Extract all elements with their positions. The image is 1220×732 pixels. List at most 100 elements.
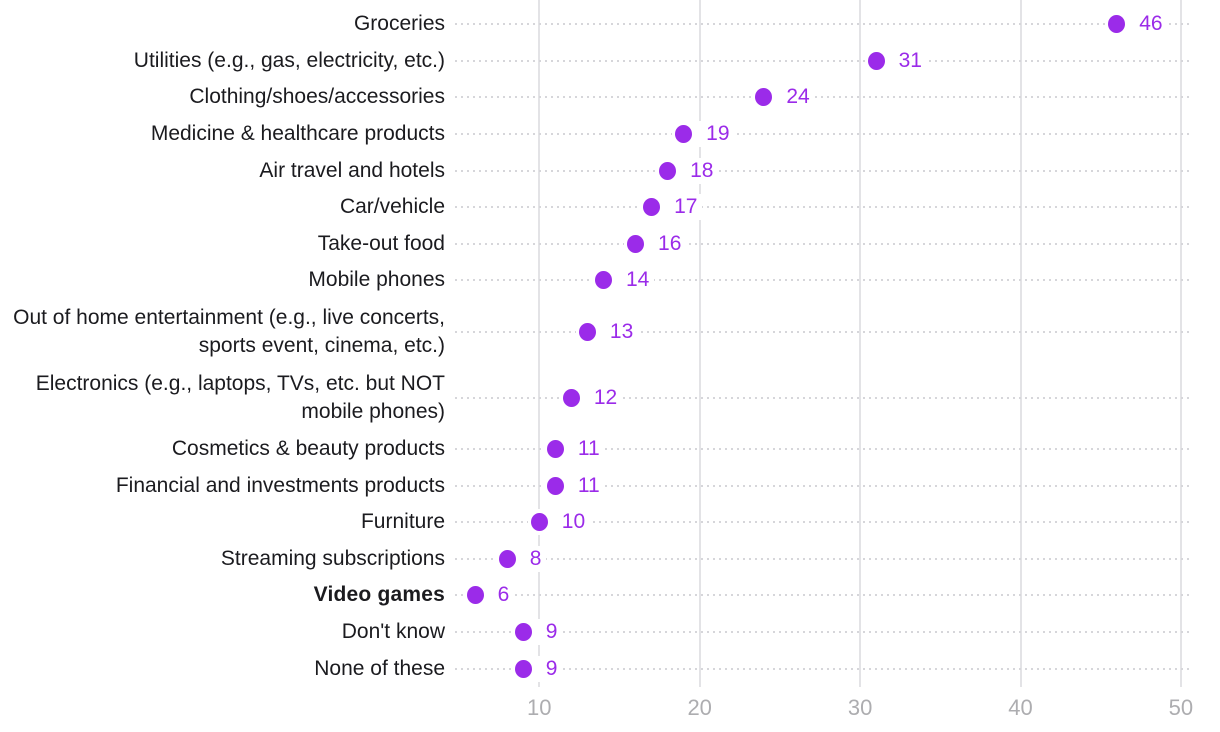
data-point-dot	[546, 476, 564, 495]
plot-cell: 12	[455, 365, 1220, 431]
category-label: Out of home entertainment (e.g., live co…	[13, 305, 445, 357]
leader-line	[455, 59, 1190, 62]
marker-group: 19	[672, 121, 735, 148]
plot-cell: 19	[455, 116, 1220, 153]
leader-line	[455, 133, 1190, 136]
leader-line	[455, 330, 1190, 333]
category-label: None of these	[314, 656, 445, 680]
leader-line	[455, 279, 1190, 282]
data-point-dot	[562, 388, 580, 407]
plot-cell: 17	[455, 189, 1220, 226]
data-point-dot	[578, 322, 596, 341]
category-label: Financial and investments products	[115, 473, 445, 497]
marker-group: 18	[656, 157, 719, 184]
marker-group: 31	[864, 47, 927, 74]
value-label: 8	[529, 546, 542, 570]
data-point-dot	[530, 513, 548, 532]
data-point-dot	[466, 586, 484, 605]
data-point-dot	[675, 125, 693, 144]
data-point-dot	[1108, 15, 1126, 34]
plot-cell: 13	[455, 299, 1220, 365]
chart-row: Medicine & healthcare products 19	[0, 116, 1220, 153]
marker-group: 16	[624, 230, 687, 257]
category-label: Furniture	[360, 510, 445, 534]
x-tick-label: 10	[527, 695, 552, 720]
value-label: 46	[1139, 12, 1163, 36]
plot-cell: 46	[455, 6, 1220, 43]
category-label: Cosmetics & beauty products	[171, 437, 445, 461]
marker-group: 17	[640, 194, 703, 221]
plot-cell: 24	[455, 79, 1220, 116]
category-label: Don't know	[341, 620, 445, 644]
value-label: 24	[786, 85, 810, 109]
plot-cell: 18	[455, 152, 1220, 189]
chart-row: Air travel and hotels 18	[0, 152, 1220, 189]
chart-row: Clothing/shoes/accessories 24	[0, 79, 1220, 116]
category-label: Streaming subscriptions	[220, 546, 445, 570]
value-label: 14	[625, 268, 650, 292]
marker-group: 8	[495, 545, 547, 572]
marker-group: 46	[1105, 11, 1168, 38]
chart-row: Video games 6	[0, 577, 1220, 614]
category-label: Clothing/shoes/accessories	[189, 85, 445, 109]
x-tick-label: 20	[687, 695, 712, 720]
x-tick-label: 40	[1008, 695, 1033, 720]
value-label: 11	[577, 437, 600, 461]
marker-group: 11	[543, 436, 605, 463]
marker-group: 12	[559, 384, 623, 411]
leader-line	[455, 242, 1190, 245]
leader-line	[455, 23, 1190, 26]
value-label: 18	[690, 158, 714, 182]
marker-group: 11	[543, 472, 605, 499]
plot-cell: 9	[455, 650, 1220, 687]
leader-line	[455, 169, 1190, 172]
leader-line	[455, 484, 1190, 487]
category-label: Car/vehicle	[339, 195, 445, 219]
plot-cell: 9	[455, 614, 1220, 651]
category-label: Air travel and hotels	[259, 158, 445, 182]
value-label: 11	[577, 473, 600, 497]
data-point-dot	[498, 549, 516, 568]
x-axis: 10 20 30 40 50	[455, 687, 1220, 732]
plot-cell: 11	[455, 431, 1220, 468]
plot-cell: 10	[455, 504, 1220, 541]
category-label: Electronics (e.g., laptops, TVs, etc. bu…	[35, 371, 445, 423]
leader-line	[455, 631, 1190, 634]
value-label: 12	[593, 385, 618, 409]
value-label: 10	[561, 510, 586, 534]
value-label: 6	[497, 583, 510, 607]
chart-row: Groceries 46	[0, 6, 1220, 43]
plot-rows: Groceries 46 Utilities (e.g., gas, electri…	[0, 6, 1220, 687]
chart-row: Financial and investments products 11	[0, 467, 1220, 504]
category-label: Take-out food	[317, 231, 445, 255]
leader-line	[455, 96, 1190, 99]
data-point-dot	[594, 271, 612, 290]
marker-group: 24	[752, 84, 815, 111]
data-point-dot	[659, 161, 677, 180]
value-label: 17	[674, 195, 698, 219]
data-point-dot	[627, 234, 645, 253]
data-point-dot	[514, 659, 532, 678]
plot-cell: 8	[455, 541, 1220, 578]
chart-row: Mobile phones 14	[0, 262, 1220, 299]
plot-cell: 31	[455, 43, 1220, 80]
leader-line	[455, 396, 1190, 399]
marker-group: 14	[591, 267, 655, 294]
plot-cell: 6	[455, 577, 1220, 614]
marker-group: 6	[463, 582, 515, 609]
category-label: Utilities (e.g., gas, electricity, etc.)	[133, 48, 445, 72]
chart-row: Cosmetics & beauty products 11	[0, 431, 1220, 468]
chart-row: Electronics (e.g., laptops, TVs, etc. bu…	[0, 365, 1220, 431]
marker-group: 13	[575, 318, 639, 345]
marker-group: 9	[511, 619, 563, 646]
chart-row: Out of home entertainment (e.g., live co…	[0, 299, 1220, 365]
chart-row: Don't know 9	[0, 614, 1220, 651]
leader-line	[455, 521, 1190, 524]
value-label: 19	[706, 122, 730, 146]
chart-row: Take-out food 16	[0, 226, 1220, 263]
value-label: 13	[609, 319, 634, 343]
category-label: Mobile phones	[308, 268, 445, 292]
plot-cell: 11	[455, 467, 1220, 504]
category-label: Groceries	[353, 12, 445, 36]
